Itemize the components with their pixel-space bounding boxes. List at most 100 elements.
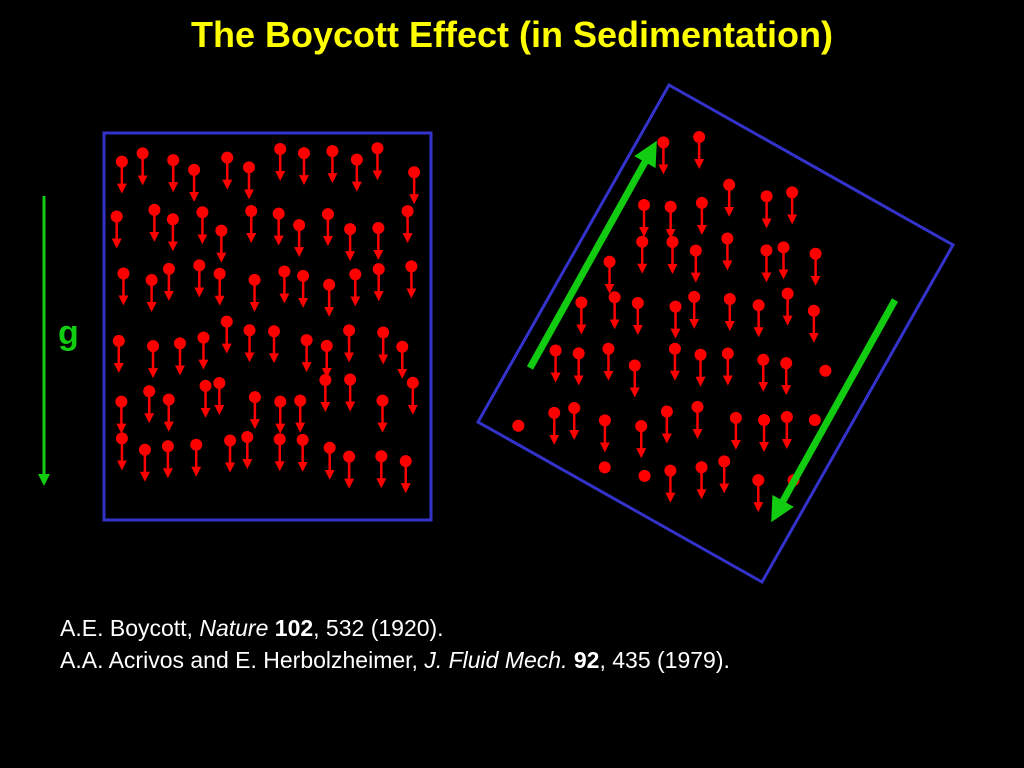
particle [723, 293, 736, 306]
particle [372, 221, 385, 234]
particle [162, 262, 175, 275]
particle [603, 255, 616, 268]
particle [162, 393, 175, 406]
particle [167, 154, 180, 167]
particle [173, 337, 186, 350]
particle [636, 235, 649, 248]
particle [273, 433, 286, 446]
particle [245, 205, 258, 218]
particle [320, 339, 333, 352]
particle [695, 461, 708, 474]
particle [343, 324, 356, 337]
particle [350, 153, 363, 166]
downflow-arrow [771, 298, 899, 523]
particle [628, 359, 641, 372]
particle [691, 400, 704, 413]
particle [638, 198, 651, 211]
particle [323, 441, 336, 454]
particle [781, 287, 794, 300]
tilted-container [475, 82, 956, 585]
vertical-container [102, 131, 433, 522]
particle [809, 247, 822, 260]
slide-title: The Boycott Effect (in Sedimentation) [190, 14, 834, 55]
particle [760, 244, 773, 257]
particle [375, 450, 388, 463]
reference-rest: , 435 (1979). [599, 647, 730, 673]
particle [780, 357, 793, 370]
particle [819, 364, 832, 377]
particle [349, 268, 362, 281]
particle [688, 290, 701, 303]
particle [406, 376, 419, 389]
reference-volume: 92 [573, 647, 600, 673]
particle [241, 431, 254, 444]
particle [780, 411, 793, 424]
particle [689, 244, 702, 257]
particle [598, 461, 611, 474]
particle [401, 205, 414, 218]
reference-line: A.E. Boycott, Nature 102, 532 (1920). [60, 612, 730, 644]
particle [278, 265, 291, 278]
particle [807, 304, 820, 317]
particle [197, 331, 210, 344]
particle [396, 340, 409, 353]
particle [323, 278, 336, 291]
particle [294, 394, 307, 407]
particle [694, 348, 707, 361]
particle [752, 474, 765, 487]
particle [117, 267, 130, 280]
particle [213, 377, 226, 390]
particle [786, 186, 799, 199]
particle [635, 420, 648, 433]
upflow-arrow [526, 140, 657, 370]
particle [274, 395, 287, 408]
particle [344, 223, 357, 236]
particle [668, 342, 681, 355]
particle [110, 210, 123, 223]
particle [243, 324, 256, 337]
particle [166, 213, 179, 226]
particle [112, 334, 125, 347]
particle [729, 411, 742, 424]
particle [549, 344, 562, 357]
particle [215, 224, 228, 237]
particle [143, 385, 156, 398]
particle [548, 406, 561, 419]
particle [377, 326, 390, 339]
particle [297, 147, 310, 160]
particle [376, 394, 389, 407]
particle [326, 145, 339, 158]
particle [669, 300, 682, 313]
particle [190, 438, 203, 451]
particle [193, 259, 206, 272]
particle [293, 219, 306, 232]
particle [572, 347, 585, 360]
particle [757, 353, 770, 366]
particle [220, 315, 233, 328]
vertical-particles [110, 142, 421, 494]
particle [602, 342, 615, 355]
particle [657, 136, 670, 149]
particle [321, 208, 334, 221]
particle [115, 395, 128, 408]
particle [248, 273, 261, 286]
particle [115, 155, 128, 168]
particle [268, 325, 281, 338]
particle [760, 190, 773, 203]
particle [196, 206, 209, 219]
particle [512, 419, 525, 432]
particle [148, 203, 161, 216]
tilted-particles [512, 131, 832, 513]
particle [575, 296, 588, 309]
particle [718, 455, 731, 468]
particle [115, 432, 128, 445]
particle [721, 232, 734, 245]
particle [343, 450, 356, 463]
particle [319, 373, 332, 386]
particle [399, 455, 412, 468]
particle [568, 402, 581, 415]
particle [242, 161, 255, 174]
particle [138, 443, 151, 456]
particle [405, 260, 418, 273]
